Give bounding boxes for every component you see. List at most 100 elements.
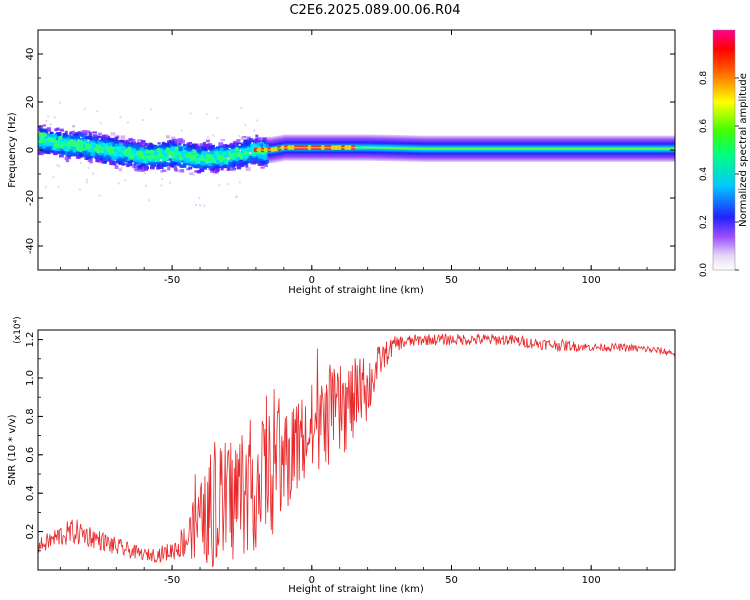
spectral-outlier-point	[227, 157, 230, 160]
spectral-outlier-point	[52, 176, 55, 179]
spectral-scatter-point	[218, 165, 223, 169]
spectral-outlier-point	[192, 173, 195, 176]
spectral-scatter-point	[208, 165, 212, 168]
spectral-outlier-point	[98, 137, 101, 140]
spectral-outlier-point	[198, 197, 201, 200]
spectral-scatter-point	[190, 153, 194, 157]
snr-series-line	[38, 333, 675, 568]
spectral-scatter-point	[208, 146, 214, 150]
spectral-outlier-point	[235, 195, 238, 198]
spectral-scatter-point	[99, 139, 104, 143]
spectral-scatter-point	[95, 144, 99, 148]
spectral-outlier-point	[45, 119, 48, 122]
spectral-scatter-point	[51, 139, 57, 144]
spectral-outlier-point	[85, 178, 88, 181]
spectral-scatter-point	[38, 143, 43, 146]
spectral-ridge-point	[252, 143, 258, 149]
colorbar-label: Normalized spectral amplitude	[738, 73, 749, 227]
spectral-scatter-point	[169, 163, 175, 168]
y-tick-label: 20	[25, 96, 36, 109]
spectral-scatter-point	[230, 158, 235, 162]
spectral-scatter-point	[187, 145, 192, 150]
spectral-ridge-point	[100, 142, 106, 148]
spectral-scatter-point	[132, 153, 136, 157]
colorbar-tick-label: 0.0	[699, 263, 709, 278]
spectral-scatter-point	[235, 157, 241, 161]
spectrogram-panel: -50 0 50 100 -40 -20 0 20 40 Height of straight…	[7, 29, 676, 296]
spectral-scatter-point	[71, 144, 76, 148]
spectral-scatter-point	[148, 161, 154, 166]
y-tick-label: 40	[25, 48, 36, 61]
spectral-scatter-point	[223, 155, 229, 160]
spectral-scatter-point	[204, 158, 208, 161]
spectral-scatter-point	[212, 171, 218, 174]
spectral-scatter-point	[135, 159, 140, 163]
spectral-scatter-point	[68, 151, 73, 155]
spectral-scatter-point	[42, 130, 48, 134]
spectral-scatter-point	[99, 156, 103, 161]
spectral-scatter-point	[223, 165, 227, 168]
spectral-scatter-point	[225, 144, 230, 148]
spectral-scatter-point	[86, 156, 91, 160]
spectral-scatter-point	[38, 146, 44, 150]
spectral-scatter-point	[230, 147, 234, 151]
spectral-scatter-point	[189, 151, 193, 155]
spectral-scatter-point	[254, 159, 259, 164]
spectral-outlier-point	[148, 199, 151, 202]
spectral-scatter-point	[103, 139, 107, 143]
spectral-scatter-point	[219, 147, 225, 151]
spectral-ridge-point	[120, 146, 126, 151]
spectral-outlier-point	[180, 162, 183, 165]
spectral-outlier-point	[212, 134, 215, 137]
spectral-scatter-point	[139, 148, 144, 153]
spectral-scatter-point	[156, 150, 161, 154]
y-tick-label: 1.0	[25, 370, 36, 386]
spectral-scatter-point	[196, 170, 202, 174]
spectral-ridge-point	[138, 150, 144, 156]
spectral-scatter-point	[245, 167, 251, 172]
spectral-scatter-point	[82, 150, 88, 155]
spectral-outlier-point	[58, 165, 61, 168]
spectral-scatter-point	[140, 163, 146, 167]
spectral-scatter-point	[146, 146, 151, 150]
spectral-scatter-point	[235, 144, 241, 148]
spectral-scatter-point	[83, 147, 88, 152]
x-tick-label: 50	[445, 575, 458, 586]
spectrogram-heatmap	[38, 101, 675, 207]
spectral-scatter-point	[201, 158, 205, 162]
spectral-scatter-point	[95, 137, 101, 141]
spectral-scatter-point	[127, 162, 133, 165]
spectral-scatter-point	[183, 160, 187, 164]
spectral-scatter-point	[138, 160, 144, 164]
spectral-scatter-point	[202, 166, 208, 170]
colorbar-tick-label: 0.4	[699, 167, 709, 182]
spectral-ridge-point	[160, 149, 166, 154]
spectral-scatter-point	[162, 141, 166, 145]
spectral-outlier-point	[111, 133, 114, 136]
spectral-scatter-point	[76, 151, 80, 156]
spectral-scatter-point	[52, 136, 57, 140]
spectral-scatter-point	[143, 167, 148, 171]
spectral-outlier-point	[85, 181, 88, 184]
spectral-scatter-point	[54, 128, 58, 132]
spectral-scatter-point	[259, 150, 265, 155]
spectral-scatter-point	[208, 167, 213, 171]
spectral-outlier-point	[99, 122, 102, 125]
spectral-outlier-point	[98, 194, 101, 197]
spectral-scatter-point	[67, 156, 71, 160]
spectral-scatter-point	[64, 157, 68, 160]
spectral-scatter-point	[158, 165, 164, 170]
spectral-scatter-point	[204, 163, 209, 168]
spectral-scatter-point	[137, 147, 143, 150]
spectral-scatter-point	[132, 144, 136, 149]
spectral-outlier-point	[169, 155, 172, 158]
spectral-scatter-point	[58, 149, 64, 153]
spectral-ridge-point	[44, 141, 50, 146]
spectral-outlier-point	[57, 185, 60, 188]
spectral-scatter-point	[245, 139, 250, 143]
spectral-scatter-point	[64, 135, 69, 139]
spectral-outlier-point	[78, 188, 81, 191]
spectral-scatter-point	[149, 160, 155, 163]
spectral-scatter-point	[236, 162, 241, 167]
y-tick-label: 0.2	[25, 524, 36, 540]
